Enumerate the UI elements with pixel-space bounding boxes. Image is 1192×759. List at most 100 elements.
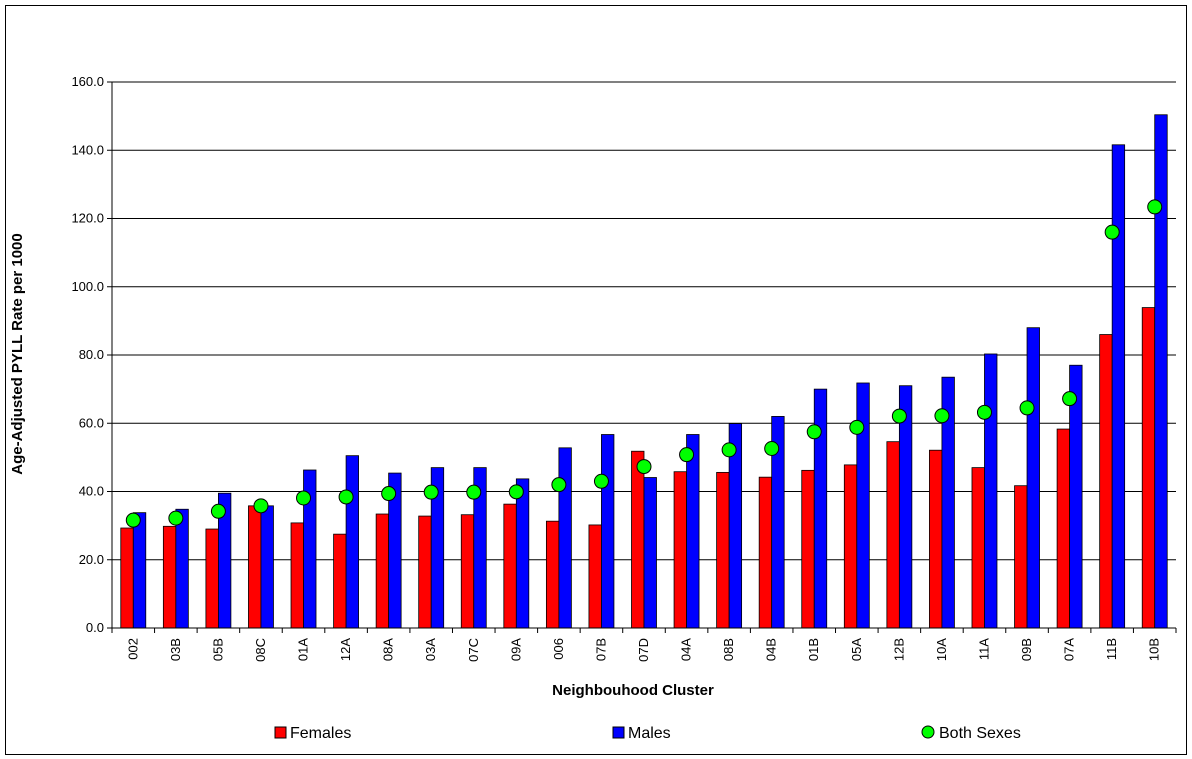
axes [107,81,1177,633]
marker-both-sexes-04B [764,441,780,457]
x-tick-label-12A: 12A [338,638,353,661]
bar-females-10B [1141,307,1156,629]
marker-both-sexes-12B [891,408,907,424]
x-tick-label-07D: 07D [636,638,651,662]
bars [120,114,1168,629]
x-tick-label-11B: 11B [1104,638,1119,660]
x-tick-label-01A: 01A [296,638,311,661]
bar-males-11A [984,353,998,629]
marker-both-sexes-006 [551,477,567,493]
marker-both-sexes-05B [210,503,226,519]
y-axis-title: Age-Adjusted PYLL Rate per 1000 [9,233,26,474]
bar-males-05A [856,382,870,629]
y-tick-label-1: 20.0 [79,552,104,567]
x-tick-label-08A: 08A [381,638,396,661]
bar-females-03A [418,515,432,629]
x-tick-label-10A: 10A [934,638,949,661]
bar-females-09B [1014,485,1028,629]
marker-both-sexes-11A [976,404,992,420]
x-tick-label-03B: 03B [168,638,183,661]
marker-both-sexes-12A [338,489,354,505]
bar-males-09A [515,478,530,629]
legend-label-both-sexes: Both Sexes [939,725,1021,742]
x-tick-label-11A: 11A [976,638,991,660]
bar-females-04A [673,471,687,629]
marker-both-sexes-03B [168,510,184,526]
bar-females-05A [843,464,858,629]
legend-swatch-females [274,726,287,739]
x-tick-label-09B: 09B [1019,638,1034,661]
marker-both-sexes-05A [849,419,865,435]
bar-males-08C [260,505,274,629]
marker-both-sexes-07D [636,459,652,475]
x-tick-label-08C: 08C [253,638,268,662]
bar-males-04A [686,434,700,629]
bar-females-11B [1099,334,1113,629]
x-tick-label-006: 006 [551,638,566,660]
bar-females-12B [886,441,900,629]
bar-females-12A [333,533,347,629]
bar-females-08B [716,471,730,629]
tick-labels: 0.0 20.0 40.0 60.0 80.0 100.0 120.0 140.0 160.0 0… [71,74,1161,662]
y-tick-label-5: 100.0 [71,279,104,294]
marker-both-sexes-07B [593,473,609,489]
bar-males-09B [1026,327,1040,629]
bar-females-01A [290,522,304,629]
bar-females-11A [971,467,985,629]
bar-females-07A [1056,428,1070,629]
x-tick-label-12B: 12B [891,638,906,661]
marker-both-sexes-04A [679,447,695,463]
x-tick-label-04A: 04A [679,638,694,661]
bar-males-07B [601,434,615,629]
bar-females-03B [162,525,177,629]
marker-both-sexes-09B [1019,400,1035,416]
marker-both-sexes-002 [125,512,141,528]
y-tick-label-4: 80.0 [79,347,104,362]
y-tick-label-0: 0.0 [86,620,104,635]
bar-females-006 [545,520,560,629]
x-tick-label-07B: 07B [593,638,608,661]
y-tick-label-6: 120.0 [71,211,104,226]
y-tick-label-8: 160.0 [71,74,104,89]
bar-females-04B [758,476,773,629]
bar-males-002 [132,512,147,629]
bar-females-07C [460,514,475,629]
legend-label-females: Females [290,725,351,742]
legend: Females Males Both Sexes [274,725,1021,742]
marker-both-sexes-09A [508,484,524,500]
bar-males-006 [558,447,572,629]
bar-females-07B [588,524,602,629]
marker-both-sexes-08C [253,498,269,514]
bar-females-01B [801,469,815,629]
marker-both-sexes-07A [1062,391,1078,407]
bar-males-07D [643,477,657,629]
y-tick-label-3: 60.0 [79,415,104,430]
x-tick-label-04B: 04B [764,638,779,661]
x-tick-label-01B: 01B [806,638,821,661]
bar-females-09A [503,503,517,629]
x-tick-label-05B: 05B [210,638,225,661]
x-tick-label-05A: 05A [849,638,864,661]
x-tick-label-07C: 07C [466,638,481,662]
marker-both-sexes-07C [466,484,482,500]
bar-females-002 [120,527,134,629]
y-tick-label-2: 40.0 [79,484,104,499]
legend-swatch-both-sexes [921,725,935,739]
marker-both-sexes-10B [1147,199,1163,215]
x-tick-label-002: 002 [125,638,140,660]
bar-females-10A [929,449,943,629]
bar-males-11B [1111,144,1126,629]
bar-females-07D [631,450,645,629]
x-tick-label-09A: 09A [508,638,523,661]
bar-females-08A [375,513,390,629]
bar-females-05B [205,528,219,629]
both-sexes-markers [125,199,1163,528]
x-tick-label-10B: 10B [1147,638,1162,661]
bar-males-03B [175,508,189,629]
marker-both-sexes-01A [296,490,312,506]
y-tick-label-7: 140.0 [71,142,104,157]
bar-females-08C [248,505,262,629]
marker-both-sexes-08B [721,442,737,458]
x-axis-title: Neighbouhood Cluster [552,682,714,699]
marker-both-sexes-01B [806,424,822,440]
